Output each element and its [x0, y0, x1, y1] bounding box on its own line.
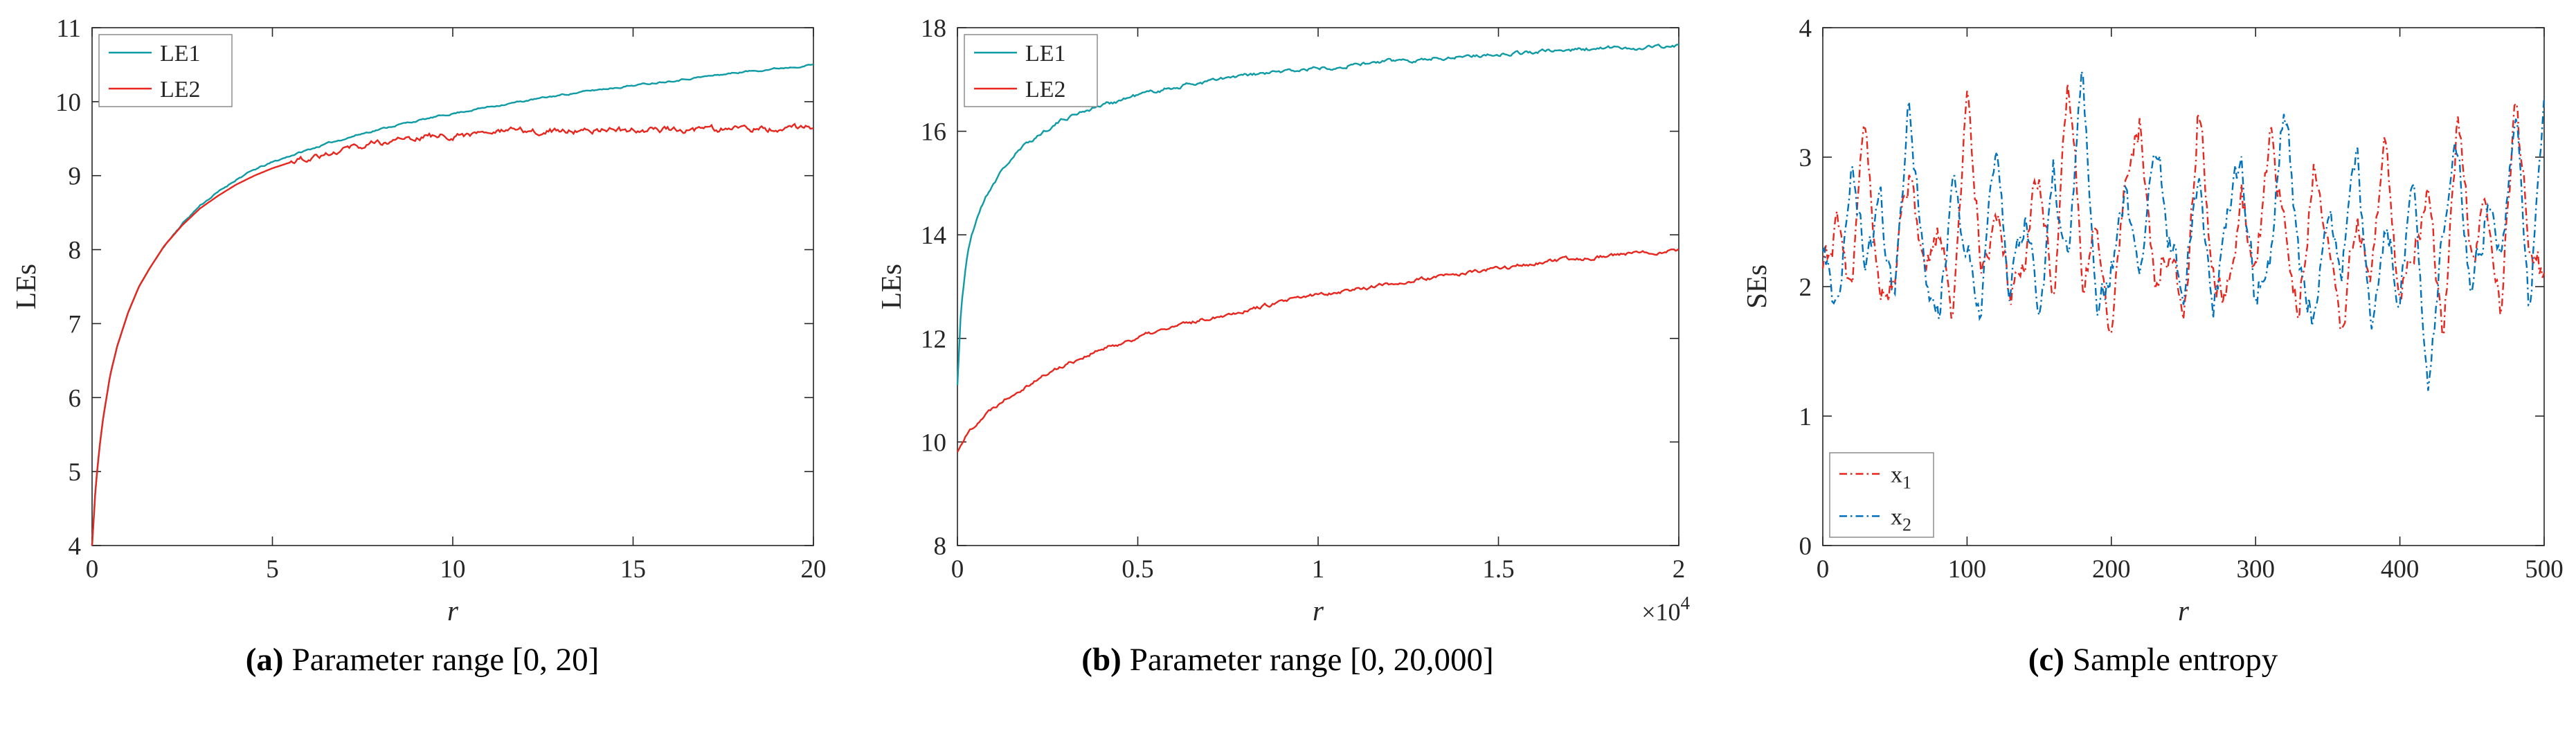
- x-tick-label: 0.5: [1122, 555, 1153, 584]
- series-LE1: [956, 43, 1679, 386]
- y-tick-label: 4: [1799, 15, 1812, 43]
- y-tick-label: 10: [55, 89, 81, 117]
- x-axis-label: r: [2178, 595, 2190, 627]
- y-tick-label: 14: [921, 222, 946, 250]
- y-tick-label: 6: [69, 384, 82, 413]
- y-tick-label: 2: [1799, 273, 1812, 302]
- y-tick-label: 18: [921, 15, 946, 43]
- y-tick-label: 9: [69, 163, 82, 191]
- y-tick-label: 7: [69, 310, 82, 339]
- series-x1: [1821, 84, 2546, 336]
- caption-a: (a) Parameter range [0, 20]: [10, 641, 834, 678]
- x-tick-label: 15: [620, 555, 646, 584]
- series-x2: [1821, 71, 2546, 391]
- y-axis-label: LEs: [10, 264, 42, 309]
- y-tick-label: 16: [921, 118, 946, 147]
- caption-b: (b) Parameter range [0, 20,000]: [876, 641, 1700, 678]
- x-tick-label: 20: [801, 555, 827, 584]
- caption-c-label: (c): [2028, 642, 2064, 678]
- y-tick-label: 5: [69, 458, 82, 487]
- legend-entry-label: LE1: [1025, 41, 1066, 66]
- y-tick-label: 4: [69, 532, 82, 561]
- y-tick-label: 1: [1799, 403, 1812, 431]
- figure-c: 0 100 200 300 400 500 0 1 2 3 4 r SEs x1 x2 (c) Sample …: [1741, 12, 2565, 678]
- x-tick-label: 0: [86, 555, 99, 584]
- series-LE2: [956, 248, 1679, 453]
- x-tick-label: 200: [2092, 555, 2131, 584]
- caption-a-label: (a): [245, 642, 284, 678]
- x-tick-label: 2: [1673, 555, 1686, 584]
- x-tick-label: 5: [266, 555, 279, 584]
- y-axis-label: SEs: [1741, 264, 1772, 309]
- x-axis-label: r: [447, 595, 459, 627]
- y-tick-label: 11: [56, 15, 81, 43]
- x-scale-note: ×104: [1641, 593, 1690, 626]
- caption-c-text: Sample entropy: [2072, 642, 2278, 678]
- legend-entry-label: LE2: [1025, 77, 1066, 102]
- caption-b-text: Parameter range [0, 20,000]: [1129, 642, 1494, 678]
- legend-entry-label: LE1: [160, 41, 201, 66]
- x-tick-label: 100: [1948, 555, 1987, 584]
- caption-a-text: Parameter range [0, 20]: [291, 642, 600, 678]
- x-tick-label: 0: [1817, 555, 1830, 584]
- x-tick-label: 0: [951, 555, 964, 584]
- series-LE1: [91, 64, 813, 546]
- x-tick-label: 1: [1312, 555, 1325, 584]
- x-tick-label: 1.5: [1482, 555, 1514, 584]
- y-tick-label: 3: [1799, 144, 1812, 172]
- y-tick-label: 8: [934, 532, 947, 561]
- caption-c: (c) Sample entropy: [1741, 641, 2565, 678]
- figure-a: 0 5 10 15 20 4 5 6 7 8 9 10 11 r LEs LE1 LE2 (a) Paramete…: [10, 12, 834, 678]
- series-LE2: [91, 123, 814, 546]
- axes: 0 100 200 300 400 500 0 1 2 3 4: [1799, 15, 2564, 584]
- x-tick-label: 10: [440, 555, 466, 584]
- figure-b: 0 0.5 1 1.5 2 8 10 12 14 16 18 r LEs ×104 LE1 LE2 (b) Pa…: [876, 12, 1700, 678]
- y-tick-label: 8: [69, 237, 82, 265]
- y-tick-label: 0: [1799, 532, 1812, 561]
- y-tick-label: 10: [921, 429, 946, 457]
- figure-row: 0 5 10 15 20 4 5 6 7 8 9 10 11 r LEs LE1 LE2 (a) Paramete…: [10, 12, 2565, 678]
- legend-entry-label: x1: [1891, 462, 1911, 493]
- x-tick-label: 300: [2236, 555, 2275, 584]
- x-tick-label: 500: [2525, 555, 2564, 584]
- x-tick-label: 400: [2381, 555, 2420, 584]
- y-axis-label: LEs: [876, 264, 907, 309]
- y-tick-label: 12: [921, 325, 946, 354]
- x-axis-label: r: [1313, 595, 1324, 627]
- caption-b-label: (b): [1081, 642, 1122, 678]
- legend-entry-label: LE2: [160, 77, 201, 102]
- axes: 0 0.5 1 1.5 2 8 10 12 14 16 18: [921, 15, 1685, 584]
- axes: 0 5 10 15 20 4 5 6 7 8 9 10 11: [55, 15, 827, 584]
